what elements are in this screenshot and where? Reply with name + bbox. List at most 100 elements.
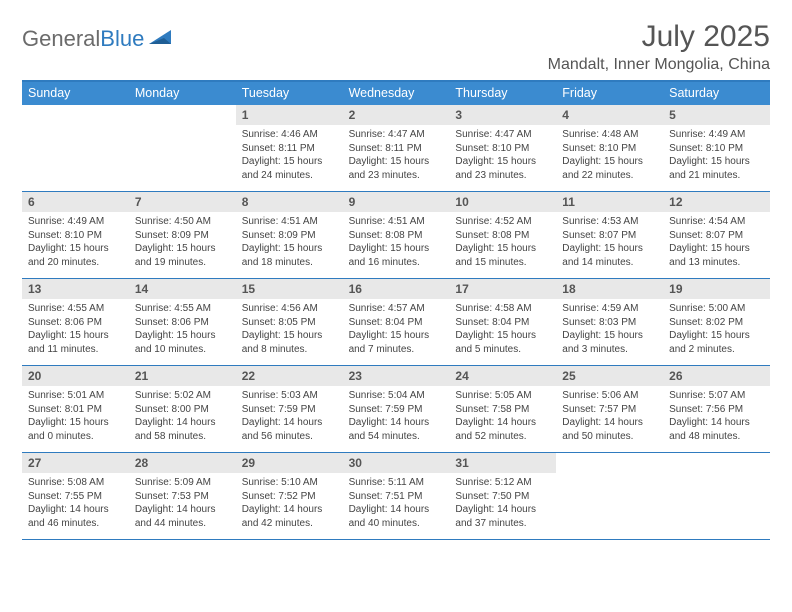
week-row: 6Sunrise: 4:49 AMSunset: 8:10 PMDaylight… [22,192,770,279]
day-body: Sunrise: 5:01 AMSunset: 8:01 PMDaylight:… [22,386,129,443]
day-sunrise: Sunrise: 4:57 AM [349,302,444,316]
day-number: 28 [129,453,236,473]
day-number: 15 [236,279,343,299]
day-sunset: Sunset: 7:51 PM [349,490,444,504]
day-number: 11 [556,192,663,212]
day-daylight2: and 56 minutes. [242,430,337,444]
day-cell: 31Sunrise: 5:12 AMSunset: 7:50 PMDayligh… [449,453,556,539]
day-sunset: Sunset: 8:07 PM [669,229,764,243]
day-daylight1: Daylight: 14 hours [669,416,764,430]
day-cell: 22Sunrise: 5:03 AMSunset: 7:59 PMDayligh… [236,366,343,452]
day-daylight2: and 54 minutes. [349,430,444,444]
day-daylight2: and 11 minutes. [28,343,123,357]
day-sunrise: Sunrise: 5:03 AM [242,389,337,403]
location-label: Mandalt, Inner Mongolia, China [548,56,770,74]
day-cell: 1Sunrise: 4:46 AMSunset: 8:11 PMDaylight… [236,105,343,191]
day-sunrise: Sunrise: 5:08 AM [28,476,123,490]
day-cell: 16Sunrise: 4:57 AMSunset: 8:04 PMDayligh… [343,279,450,365]
day-sunrise: Sunrise: 5:12 AM [455,476,550,490]
day-daylight1: Daylight: 15 hours [562,155,657,169]
day-sunset: Sunset: 8:00 PM [135,403,230,417]
day-cell: 7Sunrise: 4:50 AMSunset: 8:09 PMDaylight… [129,192,236,278]
day-daylight1: Daylight: 15 hours [28,416,123,430]
day-number: 29 [236,453,343,473]
day-daylight1: Daylight: 14 hours [135,416,230,430]
day-sunset: Sunset: 8:04 PM [455,316,550,330]
day-cell: 3Sunrise: 4:47 AMSunset: 8:10 PMDaylight… [449,105,556,191]
day-daylight2: and 46 minutes. [28,517,123,531]
day-daylight2: and 24 minutes. [242,169,337,183]
day-sunrise: Sunrise: 4:58 AM [455,302,550,316]
day-sunrise: Sunrise: 5:00 AM [669,302,764,316]
day-sunrise: Sunrise: 5:01 AM [28,389,123,403]
day-sunrise: Sunrise: 4:48 AM [562,128,657,142]
day-cell [129,105,236,191]
day-daylight1: Daylight: 15 hours [135,242,230,256]
topbar: GeneralBlue July 2025 Mandalt, Inner Mon… [22,20,770,74]
day-cell: 13Sunrise: 4:55 AMSunset: 8:06 PMDayligh… [22,279,129,365]
day-body: Sunrise: 5:07 AMSunset: 7:56 PMDaylight:… [663,386,770,443]
day-daylight2: and 20 minutes. [28,256,123,270]
day-number: 7 [129,192,236,212]
day-cell: 23Sunrise: 5:04 AMSunset: 7:59 PMDayligh… [343,366,450,452]
day-daylight2: and 8 minutes. [242,343,337,357]
day-sunrise: Sunrise: 4:51 AM [242,215,337,229]
day-sunset: Sunset: 8:02 PM [669,316,764,330]
day-sunrise: Sunrise: 4:51 AM [349,215,444,229]
day-sunset: Sunset: 8:10 PM [669,142,764,156]
day-daylight1: Daylight: 14 hours [455,416,550,430]
day-cell: 12Sunrise: 4:54 AMSunset: 8:07 PMDayligh… [663,192,770,278]
day-daylight1: Daylight: 15 hours [455,329,550,343]
week-row: 1Sunrise: 4:46 AMSunset: 8:11 PMDaylight… [22,105,770,192]
week-row: 20Sunrise: 5:01 AMSunset: 8:01 PMDayligh… [22,366,770,453]
day-daylight2: and 14 minutes. [562,256,657,270]
day-daylight2: and 23 minutes. [349,169,444,183]
day-body: Sunrise: 4:49 AMSunset: 8:10 PMDaylight:… [22,212,129,269]
day-daylight1: Daylight: 15 hours [562,242,657,256]
weekday-header: Thursday [449,82,556,105]
day-body: Sunrise: 5:03 AMSunset: 7:59 PMDaylight:… [236,386,343,443]
brand-part1: General [22,26,100,51]
day-body: Sunrise: 5:10 AMSunset: 7:52 PMDaylight:… [236,473,343,530]
day-body: Sunrise: 4:48 AMSunset: 8:10 PMDaylight:… [556,125,663,182]
day-daylight1: Daylight: 15 hours [242,329,337,343]
day-sunset: Sunset: 8:05 PM [242,316,337,330]
day-daylight1: Daylight: 15 hours [669,155,764,169]
day-daylight2: and 19 minutes. [135,256,230,270]
day-body: Sunrise: 4:51 AMSunset: 8:08 PMDaylight:… [343,212,450,269]
day-number: 6 [22,192,129,212]
title-block: July 2025 Mandalt, Inner Mongolia, China [548,20,770,74]
day-sunrise: Sunrise: 5:04 AM [349,389,444,403]
day-sunset: Sunset: 8:08 PM [349,229,444,243]
day-number: 17 [449,279,556,299]
day-cell: 8Sunrise: 4:51 AMSunset: 8:09 PMDaylight… [236,192,343,278]
brand-text: GeneralBlue [22,26,144,52]
day-sunrise: Sunrise: 5:07 AM [669,389,764,403]
day-cell [556,453,663,539]
day-cell: 14Sunrise: 4:55 AMSunset: 8:06 PMDayligh… [129,279,236,365]
day-number: 14 [129,279,236,299]
day-number: 26 [663,366,770,386]
day-daylight1: Daylight: 14 hours [242,503,337,517]
weekday-header: Tuesday [236,82,343,105]
day-daylight1: Daylight: 14 hours [349,416,444,430]
day-daylight1: Daylight: 15 hours [455,242,550,256]
day-daylight1: Daylight: 15 hours [349,329,444,343]
day-daylight2: and 52 minutes. [455,430,550,444]
day-cell: 29Sunrise: 5:10 AMSunset: 7:52 PMDayligh… [236,453,343,539]
day-sunrise: Sunrise: 4:55 AM [135,302,230,316]
day-body: Sunrise: 5:08 AMSunset: 7:55 PMDaylight:… [22,473,129,530]
day-sunrise: Sunrise: 4:46 AM [242,128,337,142]
day-body: Sunrise: 5:12 AMSunset: 7:50 PMDaylight:… [449,473,556,530]
day-sunset: Sunset: 8:03 PM [562,316,657,330]
day-body: Sunrise: 4:46 AMSunset: 8:11 PMDaylight:… [236,125,343,182]
day-sunset: Sunset: 8:10 PM [28,229,123,243]
day-sunrise: Sunrise: 4:49 AM [669,128,764,142]
day-sunrise: Sunrise: 5:11 AM [349,476,444,490]
day-number: 23 [343,366,450,386]
day-number: 5 [663,105,770,125]
day-sunrise: Sunrise: 5:02 AM [135,389,230,403]
day-sunrise: Sunrise: 4:55 AM [28,302,123,316]
day-daylight2: and 10 minutes. [135,343,230,357]
day-body: Sunrise: 4:59 AMSunset: 8:03 PMDaylight:… [556,299,663,356]
